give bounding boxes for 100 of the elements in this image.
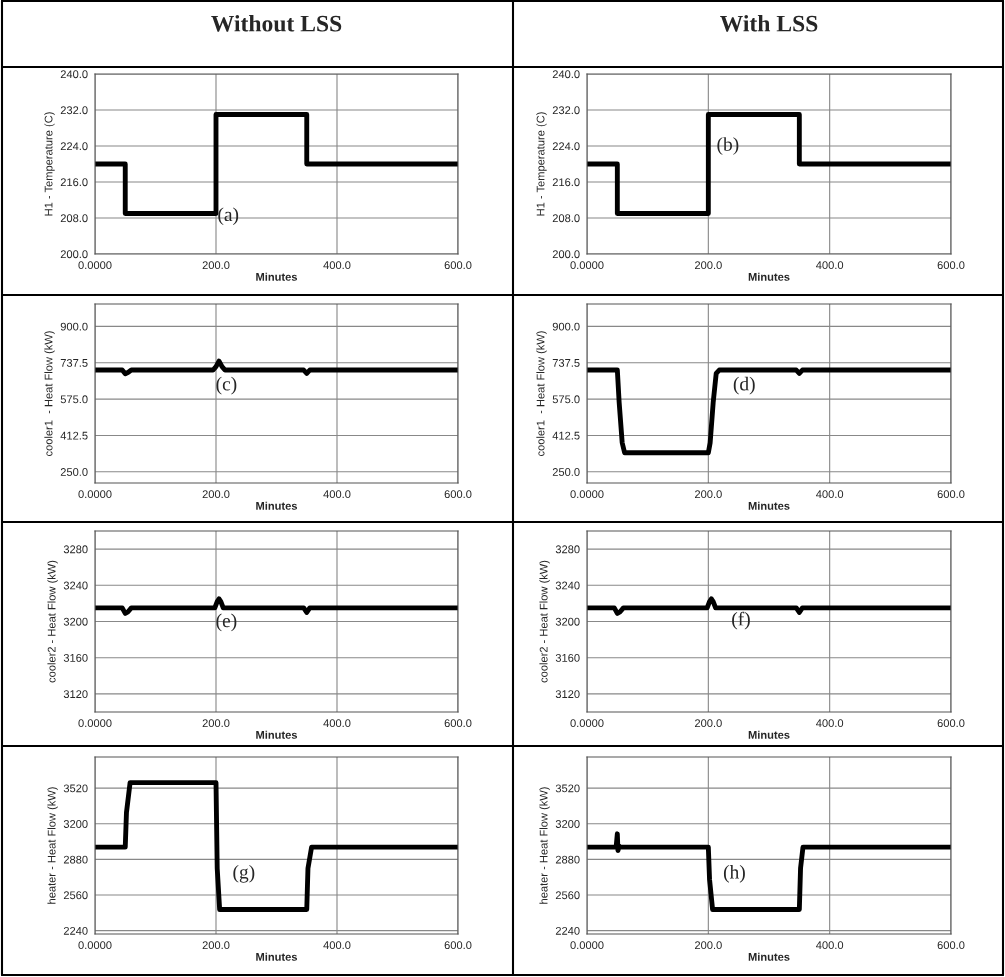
- x-axis-title: Minutes: [748, 952, 790, 961]
- y-tick-label: 737.5: [60, 359, 88, 367]
- x-tick-label: 600.0: [444, 941, 472, 950]
- line-series: [587, 831, 951, 912]
- x-tick-label: 600.0: [444, 490, 472, 499]
- y-tick-label: 232.0: [552, 106, 580, 115]
- x-tick-label: 200.0: [202, 490, 230, 499]
- y-tick-label: 200.0: [552, 250, 580, 259]
- x-tick-label: 0.0000: [78, 941, 112, 950]
- y-tick-label: 232.0: [60, 106, 88, 115]
- y-tick-label: 208.0: [60, 214, 88, 223]
- annotation: (g): [233, 864, 255, 883]
- y-tick-label: 3280: [555, 545, 580, 554]
- y-axis-title: heater - Heat Flow (kW): [539, 787, 550, 904]
- x-tick-label: 0.0000: [570, 490, 604, 499]
- x-tick-label: 600.0: [937, 261, 965, 270]
- x-axis-title: Minutes: [256, 730, 298, 739]
- y-tick-label: 216.0: [552, 178, 580, 187]
- y-tick-label: 3520: [63, 784, 88, 793]
- y-axis-title: cooler2 - Heat Flow (kW): [539, 560, 550, 683]
- y-tick-label: 900.0: [552, 322, 580, 331]
- y-axis-title: heater - Heat Flow (kW): [47, 787, 58, 904]
- x-tick-label: 400.0: [816, 261, 844, 270]
- x-tick-label: 0.0000: [78, 490, 112, 499]
- y-tick-label: 3200: [63, 617, 88, 626]
- y-tick-label: 2880: [63, 855, 88, 864]
- x-tick-label: 0.0000: [78, 719, 112, 728]
- x-axis-title: Minutes: [748, 501, 790, 510]
- x-tick-label: 600.0: [937, 719, 965, 728]
- y-tick-label: 3160: [63, 653, 88, 662]
- y-tick-label: 216.0: [60, 178, 88, 187]
- annotation: (h): [723, 865, 745, 883]
- x-tick-label: 0.0000: [570, 719, 604, 728]
- line-series: [95, 780, 458, 912]
- annotation: (d): [733, 376, 755, 395]
- y-tick-label: 412.5: [60, 431, 88, 440]
- x-tick-label: 400.0: [816, 719, 844, 728]
- x-tick-label: 400.0: [323, 941, 351, 950]
- x-tick-label: 0.0000: [570, 941, 604, 950]
- y-tick-label: 2240: [555, 926, 580, 935]
- y-tick-label: 2880: [555, 855, 580, 864]
- x-tick-label: 400.0: [323, 719, 351, 728]
- x-tick-label: 0.0000: [570, 261, 604, 270]
- y-axis-title: cooler2 - Heat Flow (kW): [47, 560, 58, 683]
- y-tick-label: 2240: [63, 926, 88, 935]
- x-tick-label: 400.0: [816, 941, 844, 950]
- annotation: (a): [218, 207, 239, 226]
- x-tick-label: 600.0: [444, 261, 472, 270]
- x-tick-label: 200.0: [202, 261, 230, 270]
- x-tick-label: 200.0: [694, 941, 722, 950]
- y-tick-label: 224.0: [552, 142, 580, 151]
- y-tick-label: 3520: [555, 784, 580, 793]
- annotation: (f): [732, 611, 750, 630]
- y-tick-label: 2560: [555, 891, 580, 900]
- x-tick-label: 600.0: [444, 719, 472, 728]
- y-tick-label: 3160: [555, 653, 580, 662]
- y-tick-label: 240.0: [60, 70, 88, 79]
- chart-title: With LSS: [720, 14, 818, 32]
- x-tick-label: 200.0: [694, 490, 722, 499]
- y-tick-label: 208.0: [552, 214, 580, 223]
- x-tick-label: 200.0: [694, 719, 722, 728]
- y-tick-label: 3240: [555, 581, 580, 590]
- chart-title: Without LSS: [211, 14, 342, 32]
- x-tick-label: 600.0: [937, 941, 965, 950]
- y-axis-title: H1 - Temperature (C): [536, 112, 547, 216]
- y-tick-label: 3120: [555, 690, 580, 699]
- y-tick-label: 737.5: [552, 359, 580, 367]
- y-tick-label: 200.0: [60, 250, 88, 259]
- y-tick-label: 575.0: [60, 395, 88, 404]
- y-tick-label: 3200: [555, 820, 580, 828]
- y-tick-label: 240.0: [552, 70, 580, 79]
- y-tick-label: 250.0: [552, 468, 580, 476]
- x-tick-label: 400.0: [816, 490, 844, 499]
- x-tick-label: 0.0000: [78, 261, 112, 270]
- x-tick-label: 200.0: [694, 261, 722, 270]
- y-tick-label: 2560: [63, 891, 88, 900]
- y-axis-title: cooler1 - Heat Flow (kW): [536, 331, 547, 456]
- y-axis-title: H1 - Temperature (C): [44, 112, 55, 216]
- annotation: (e): [216, 613, 237, 632]
- y-tick-label: 3280: [63, 545, 88, 554]
- y-tick-label: 224.0: [60, 142, 88, 151]
- y-axis-title: cooler1 - Heat Flow (kW): [44, 331, 55, 456]
- x-axis-title: Minutes: [748, 272, 790, 281]
- x-tick-label: 400.0: [323, 490, 351, 499]
- y-tick-label: 412.5: [552, 431, 580, 440]
- annotation: (b): [717, 137, 739, 155]
- y-tick-label: 900.0: [60, 322, 88, 331]
- x-axis-title: Minutes: [256, 952, 298, 961]
- x-axis-title: Minutes: [748, 730, 790, 739]
- y-tick-label: 3200: [63, 820, 88, 828]
- x-tick-label: 200.0: [202, 719, 230, 728]
- line-series: [587, 367, 951, 456]
- y-tick-label: 250.0: [60, 468, 88, 476]
- x-tick-label: 200.0: [202, 941, 230, 950]
- annotation: (c): [216, 376, 237, 395]
- y-tick-label: 575.0: [552, 395, 580, 404]
- x-axis-title: Minutes: [256, 501, 298, 510]
- x-tick-label: 400.0: [323, 261, 351, 270]
- y-tick-label: 3120: [63, 690, 88, 699]
- y-tick-label: 3240: [63, 581, 88, 590]
